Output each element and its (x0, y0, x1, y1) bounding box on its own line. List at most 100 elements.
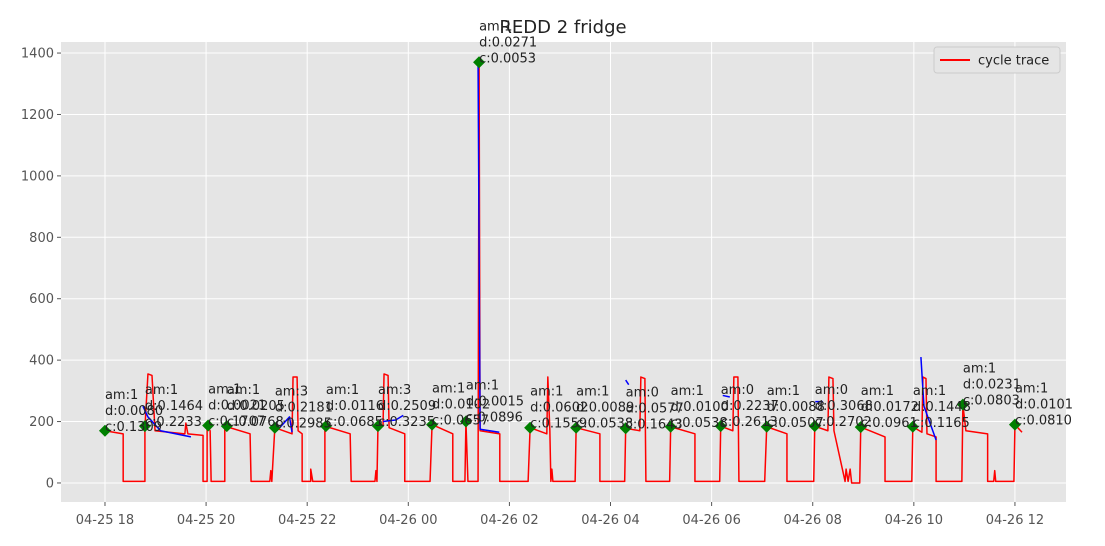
marker (138, 420, 151, 433)
annotation: am:1 (767, 384, 800, 399)
annotation: c:0.0538 (576, 417, 633, 432)
annotation: c:0.2233 (145, 415, 202, 430)
marker (570, 421, 583, 434)
annotation: d:0.0231 (963, 378, 1021, 393)
marker (202, 419, 215, 432)
marker (524, 421, 537, 434)
y-tick-label: 400 (29, 354, 54, 369)
annotation: d:0.0088 (767, 400, 825, 415)
marker (220, 420, 233, 433)
annotation: am:3 (378, 383, 411, 398)
annotation: am:1 (326, 383, 359, 398)
x-tick-label: 04-25 20 (177, 513, 235, 528)
grid: 0 200 400 600 800 1000 1200 1400 04-25 18 04-25 2… (21, 42, 1066, 528)
annotation: d:0.0102 (432, 398, 490, 413)
annotation: am:1 (530, 385, 563, 400)
annotation: d:0.0577 (626, 401, 684, 416)
marker (714, 420, 727, 433)
annotation: c:0.0538 (671, 416, 728, 431)
annotation: d:0.0080 (105, 404, 163, 419)
legend: cycle trace (933, 46, 1061, 74)
annotation: c:0.3235 (378, 415, 435, 430)
y-tick-label: 0 (46, 476, 54, 491)
y-tick-label: 600 (29, 292, 54, 307)
legend-label: cycle trace (978, 54, 1049, 69)
annotation: c:0.0053 (479, 51, 536, 66)
annotation: d:0.3068 (815, 399, 873, 414)
legend-box (933, 46, 1061, 74)
marker (664, 420, 677, 433)
annotation: c:0.0685 (326, 415, 383, 430)
marker (473, 56, 486, 69)
annotation: am:1 (913, 384, 946, 399)
x-tick-label: 04-26 02 (480, 513, 538, 528)
marker (426, 418, 439, 431)
x-tick-label: 04-26 12 (986, 513, 1044, 528)
marker (956, 398, 969, 411)
annotation: c:0.0507 (767, 416, 824, 431)
marker (371, 420, 384, 433)
marker (98, 424, 111, 437)
annotations: am:1d:0.0080c:0.1309am:1d:0.1464c:0.2233… (105, 19, 1073, 434)
annotation: am:1 (105, 388, 138, 403)
annotation: d:0.0015 (466, 395, 524, 410)
annotation: d:0.0089 (576, 401, 634, 416)
annotation: d:0.0602 (530, 401, 588, 416)
y-tick-label: 1200 (21, 108, 54, 123)
annotation: c:0.2702 (815, 415, 872, 430)
annotation: am:0 (815, 383, 848, 398)
annotation: d:0.0172 (861, 400, 919, 415)
series-line (142, 62, 937, 441)
chart-title: REDD 2 fridge (499, 17, 626, 38)
annotation: am:1 (145, 383, 178, 398)
annotation: c:0.0768 (227, 415, 284, 430)
annotation: am:1 (208, 383, 241, 398)
marker (268, 421, 281, 434)
annotation: c:0.0896 (466, 411, 523, 426)
x-tick-label: 04-25 18 (76, 513, 134, 528)
plot-area (61, 42, 1066, 502)
marker (619, 422, 632, 435)
marker (319, 420, 332, 433)
annotation: am:1 (479, 19, 512, 34)
annotation: am:0 (626, 385, 659, 400)
annotation: am:1 (861, 384, 894, 399)
annotation: c:0.1707 (208, 415, 265, 430)
marker (906, 420, 919, 433)
annotation: d:0.2181 (275, 401, 333, 416)
x-tick-label: 04-26 06 (682, 513, 740, 528)
y-tick-label: 800 (29, 231, 54, 246)
annotation: am:1 (576, 385, 609, 400)
x-tick-label: 04-26 00 (379, 513, 437, 528)
annotation: d:0.0205 (227, 399, 285, 414)
annotation: c:0.0961 (861, 416, 918, 431)
marks (98, 56, 1023, 484)
annotation: am:1 (466, 379, 499, 394)
annotation: d:0.1464 (145, 399, 203, 414)
y-tick-label: 200 (29, 415, 54, 430)
annotation: d:0.0100 (671, 400, 729, 415)
marker (760, 420, 773, 433)
annotation: am:1 (1015, 382, 1048, 397)
annotation: d:0.2237 (721, 399, 779, 414)
annotation: c:0.0657 (432, 414, 489, 429)
annotation: d:0.2509 (378, 399, 436, 414)
marker (854, 421, 867, 434)
annotation: d:0.0116 (326, 399, 384, 414)
x-tick-label: 04-25 22 (278, 513, 336, 528)
marker (459, 415, 472, 428)
annotation: d:0.0101 (1015, 398, 1073, 413)
annotation: d:0.0021 (208, 399, 266, 414)
annotation: c:0.1643 (626, 417, 683, 432)
y-tick-label: 1000 (21, 169, 54, 184)
annotation: am:3 (275, 385, 308, 400)
marker (1008, 418, 1021, 431)
annotation: am:1 (227, 383, 260, 398)
annotation: am:1 (671, 384, 704, 399)
annotation: c:0.1559 (530, 417, 587, 432)
x-tick-label: 04-26 08 (784, 513, 842, 528)
annotation: d:0.1448 (913, 400, 971, 415)
marker (808, 420, 821, 433)
